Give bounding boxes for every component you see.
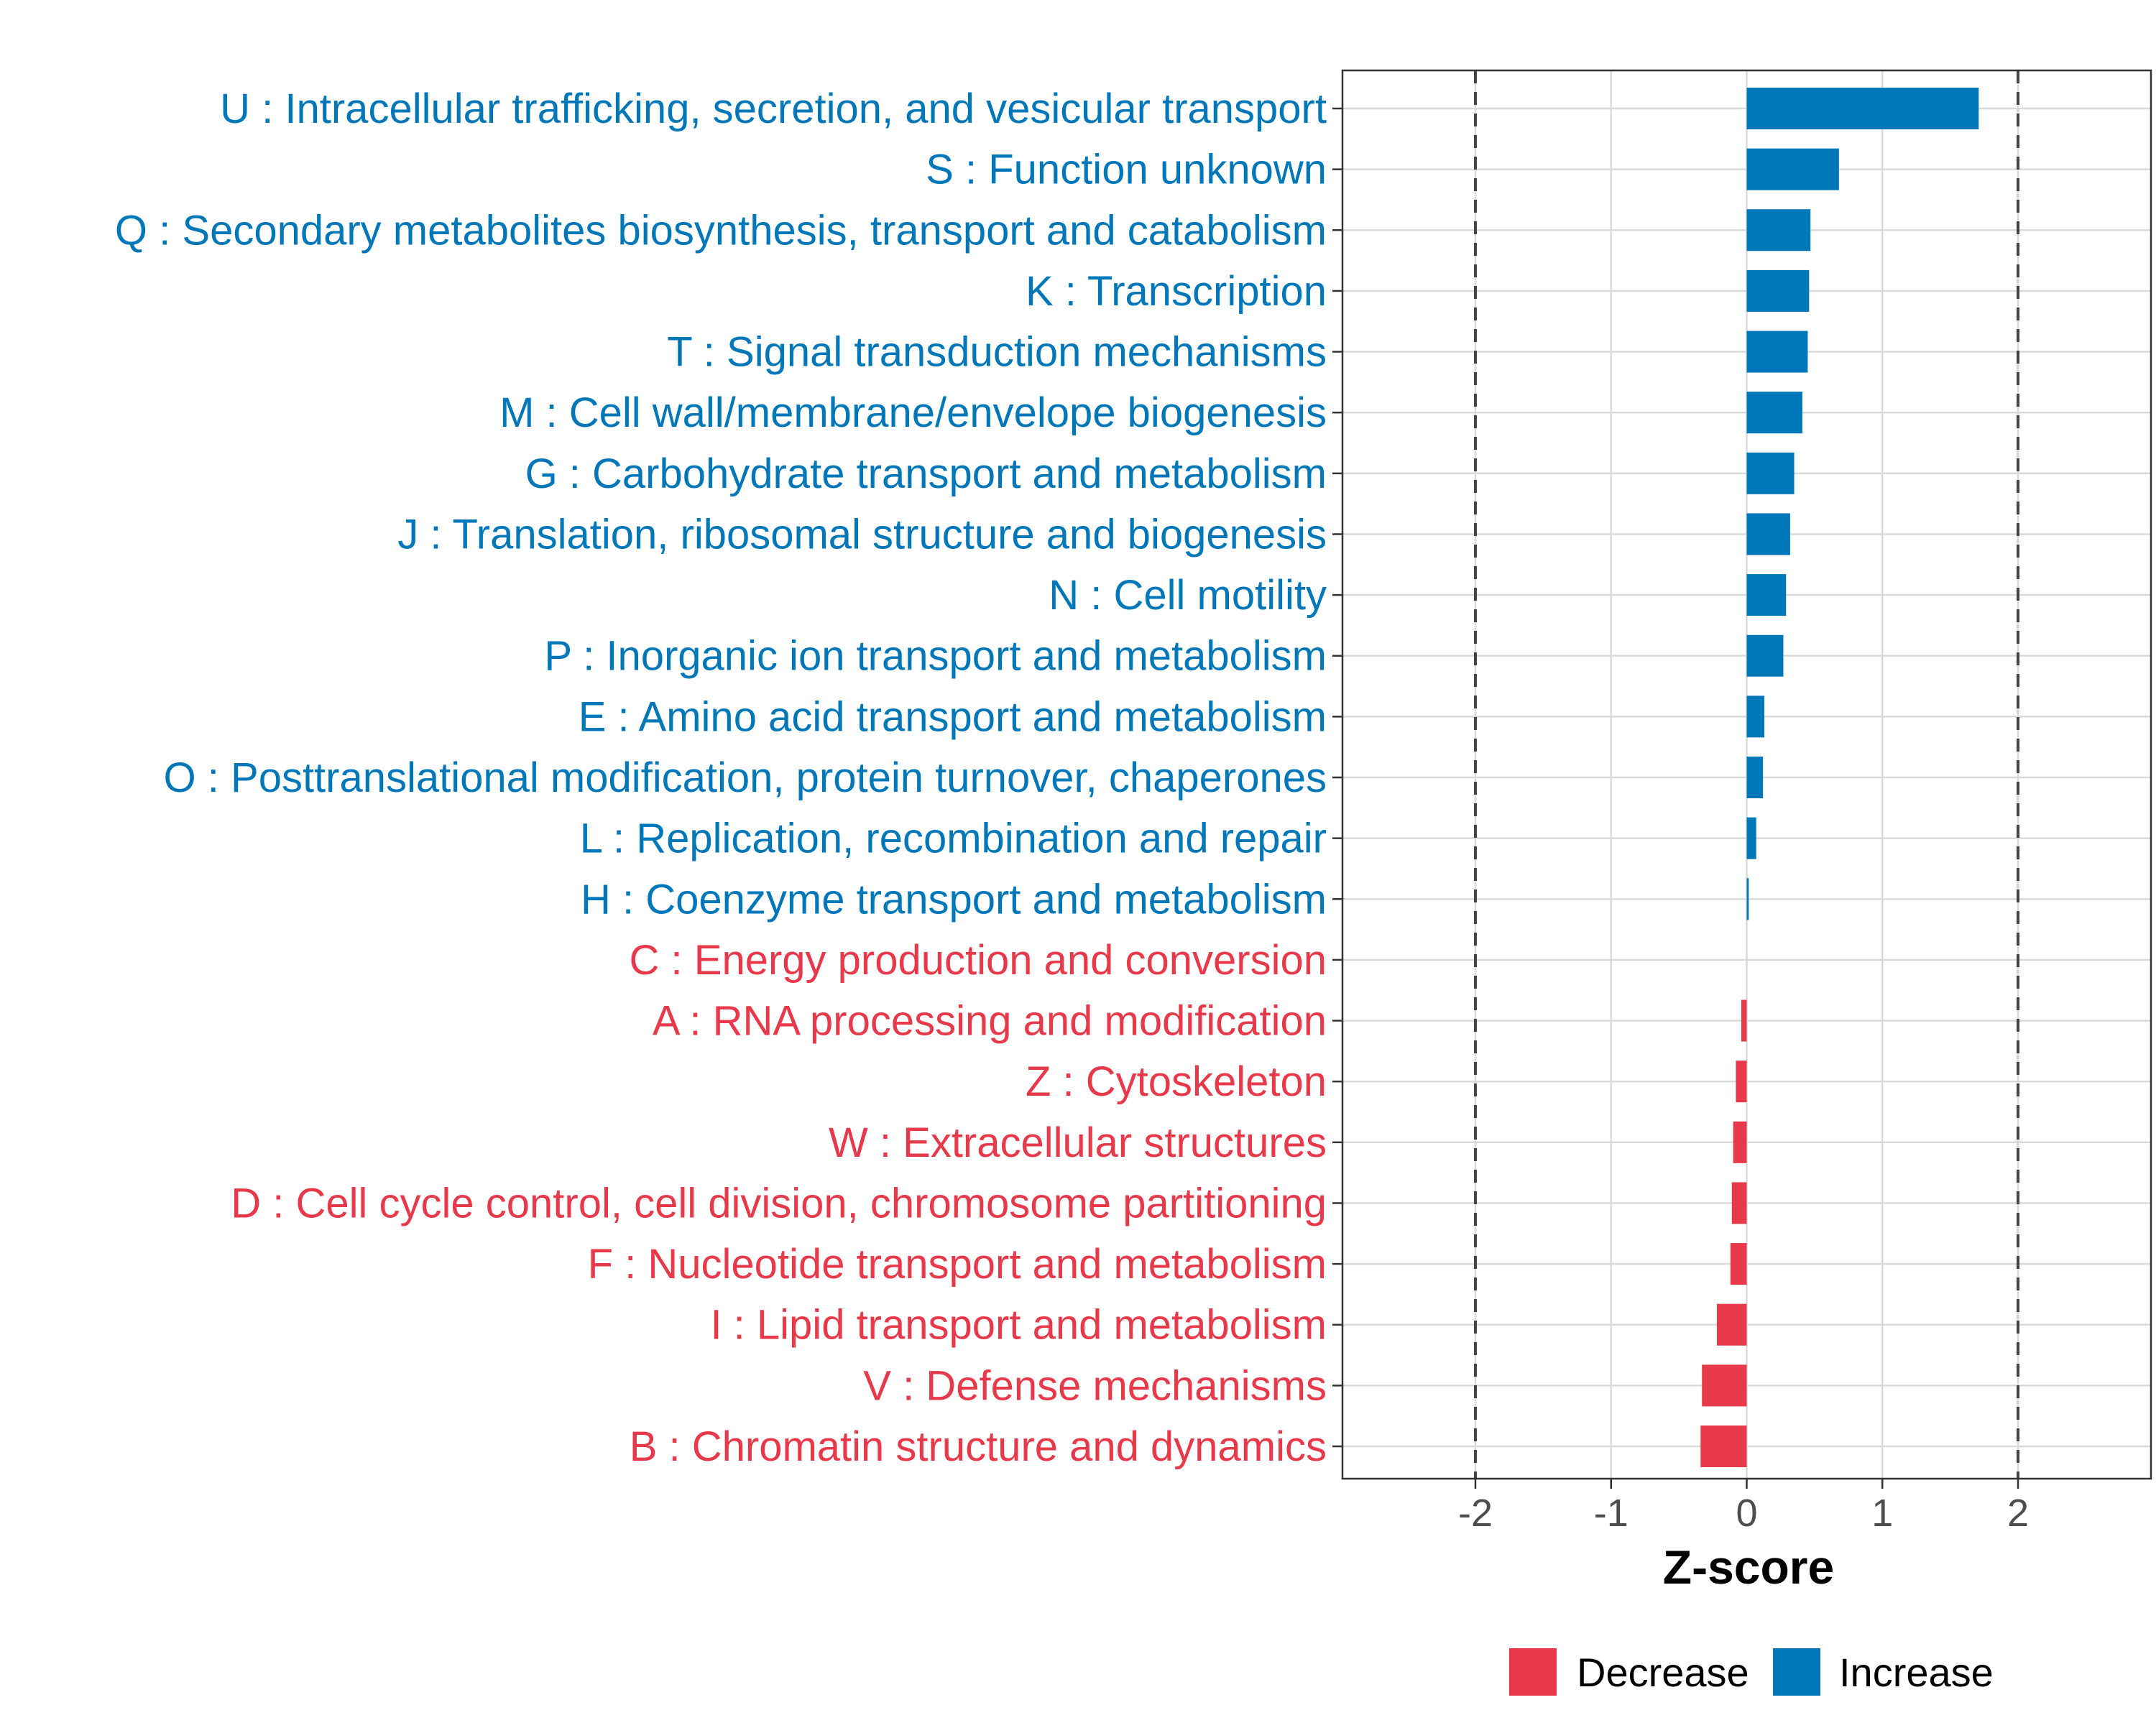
bar: [1741, 999, 1747, 1042]
x-axis-title: Z-score: [1663, 1540, 1834, 1594]
y-tick-label: J : Translation, ribosomal structure and…: [397, 511, 1327, 558]
y-tick-label: H : Coenzyme transport and metabolism: [581, 876, 1327, 923]
bar: [1746, 148, 1839, 190]
bar: [1702, 1364, 1747, 1407]
legend-swatch: [1509, 1648, 1557, 1696]
y-tick-label: K : Transcription: [1026, 268, 1327, 315]
bar: [1746, 574, 1787, 616]
x-tick-label: 0: [1736, 1492, 1757, 1535]
bar: [1746, 269, 1810, 312]
y-tick-label: L : Replication, recombination and repai…: [580, 816, 1327, 862]
x-tick-label: 2: [2007, 1492, 2029, 1535]
y-tick-label: B : Chromatin structure and dynamics: [630, 1423, 1327, 1470]
bar: [1746, 209, 1811, 251]
x-axis: -2 -1 0 1 2: [1458, 1479, 2029, 1535]
x-tick-label: -2: [1458, 1492, 1493, 1535]
y-tick-label: C : Energy production and conversion: [630, 937, 1327, 984]
y-tick-label: F : Nucleotide transport and metabolism: [588, 1241, 1327, 1288]
bar: [1733, 1121, 1747, 1163]
legend-label: Increase: [1839, 1650, 1994, 1695]
legend: Decrease Increase: [1509, 1648, 1994, 1696]
y-tick-label: G : Carbohydrate transport and metabolis…: [525, 451, 1327, 497]
y-tick-label: I : Lipid transport and metabolism: [710, 1302, 1327, 1349]
legend-label: Decrease: [1577, 1650, 1749, 1695]
y-tick-label: P : Inorganic ion transport and metaboli…: [544, 633, 1327, 680]
y-tick-label: N : Cell motility: [1049, 572, 1327, 619]
y-tick-label: U : Intracellular trafficking, secretion…: [220, 86, 1327, 132]
legend-swatch: [1773, 1648, 1820, 1696]
bar: [1746, 88, 1979, 129]
bar: [1730, 1243, 1747, 1285]
y-tick-label: Q : Secondary metabolites biosynthesis, …: [115, 207, 1327, 254]
y-tick-label: V : Defense mechanisms: [863, 1362, 1327, 1409]
bar: [1746, 392, 1802, 434]
y-tick-label: O : Posttranslational modification, prot…: [164, 754, 1327, 801]
bar: [1746, 757, 1764, 798]
bar: [1746, 331, 1808, 373]
y-tick-label: W : Extracellular structures: [829, 1119, 1327, 1166]
y-tick-label: M : Cell wall/membrane/envelope biogenes…: [499, 389, 1327, 436]
bar: [1736, 1061, 1747, 1103]
x-tick-label: 1: [1871, 1492, 1893, 1535]
bar: [1746, 452, 1795, 494]
bar: [1716, 1303, 1747, 1346]
y-tick-label: A : RNA processing and modification: [653, 998, 1327, 1045]
y-tick-label: T : Signal transduction mechanisms: [667, 329, 1327, 376]
bars: [1700, 88, 1979, 1467]
y-tick-label: S : Function unknown: [926, 147, 1327, 193]
bar: [1746, 634, 1784, 677]
y-axis: U : Intracellular trafficking, secretion…: [115, 86, 1342, 1470]
y-tick-label: Z : Cytoskeleton: [1026, 1058, 1327, 1105]
reference-lines: [1473, 70, 2020, 1479]
x-tick-label: -1: [1594, 1492, 1628, 1535]
y-tick-label: E : Amino acid transport and metabolism: [579, 693, 1327, 740]
y-tick-label: D : Cell cycle control, cell division, c…: [231, 1180, 1327, 1226]
bar: [1746, 878, 1749, 920]
bar: [1746, 696, 1765, 738]
bar: [1746, 513, 1790, 555]
bar: [1746, 817, 1756, 859]
bar: [1700, 1426, 1747, 1467]
bar: [1731, 1182, 1747, 1224]
